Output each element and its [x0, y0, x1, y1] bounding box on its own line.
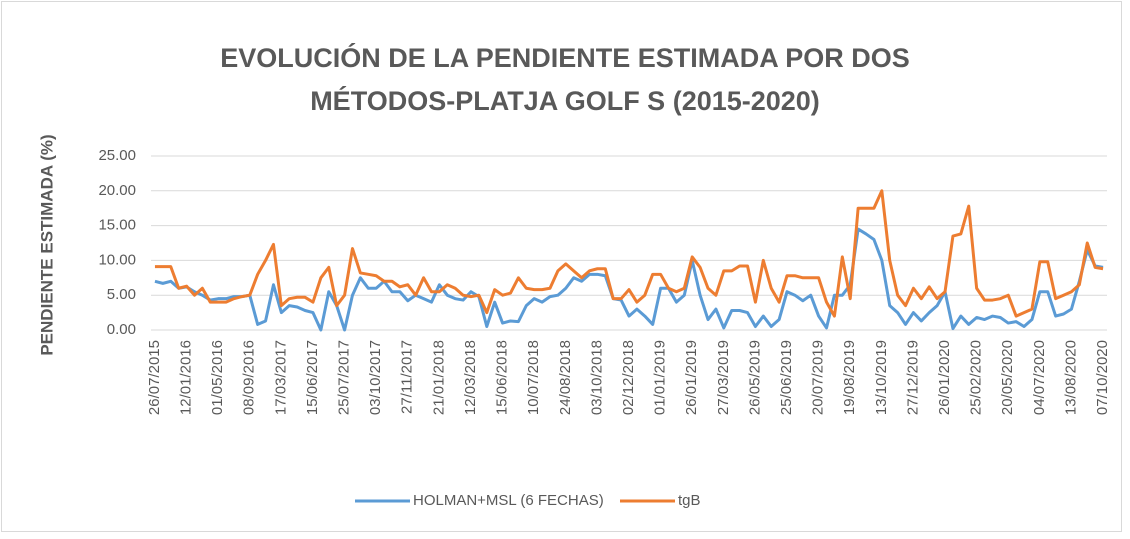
- x-tick-label: 03/10/2017: [367, 340, 384, 415]
- y-tick-label: 25.00: [98, 147, 136, 164]
- legend-label: HOLMAN+MSL (6 FECHAS): [413, 492, 604, 509]
- x-tick-label: 17/03/2017: [272, 340, 289, 415]
- y-tick-label: 10.00: [98, 251, 136, 268]
- y-tick-label: 15.00: [98, 217, 136, 234]
- y-axis-label: PENDIENTE ESTIMADA (%): [37, 134, 56, 355]
- x-tick-label: 12/01/2016: [178, 340, 195, 415]
- x-tick-label: 26/05/2019: [746, 340, 763, 415]
- x-tick-label: 15/06/2018: [494, 340, 511, 415]
- x-tick-label: 27/11/2017: [399, 340, 416, 414]
- y-tick-label: 5.00: [107, 286, 136, 303]
- x-tick-label: 25/07/2017: [336, 340, 353, 415]
- x-tick-label: 19/08/2019: [841, 340, 858, 415]
- y-tick-label: 20.00: [98, 182, 136, 199]
- x-tick-label: 15/06/2017: [304, 340, 321, 415]
- x-tick-label: 12/03/2018: [462, 340, 479, 415]
- x-tick-label: 01/01/2019: [652, 340, 669, 415]
- y-tick-label: 0.00: [107, 321, 136, 338]
- x-tick-label: 24/08/2018: [557, 340, 574, 415]
- chart-title: EVOLUCIÓN DE LA PENDIENTE ESTIMADA POR D…: [220, 42, 910, 73]
- x-tick-label: 01/05/2016: [209, 340, 226, 415]
- x-tick-label: 20/05/2020: [999, 340, 1016, 415]
- x-tick-label: 26/01/2020: [936, 340, 953, 415]
- x-tick-label: 02/12/2018: [620, 340, 637, 415]
- x-tick-label: 08/09/2016: [241, 340, 258, 415]
- data-line: [154, 189, 1104, 318]
- x-tick-label: 25/06/2019: [778, 340, 795, 415]
- chart-title: MÉTODOS-PLATJA GOLF S (2015-2020): [310, 85, 820, 116]
- x-tick-label: 27/03/2019: [715, 340, 732, 415]
- x-tick-label: 25/02/2020: [968, 340, 985, 415]
- x-tick-label: 04/07/2020: [1031, 340, 1048, 415]
- x-tick-label: 10/07/2018: [525, 340, 542, 415]
- x-tick-label: 13/10/2019: [873, 340, 890, 415]
- x-tick-label: 20/07/2019: [810, 340, 827, 415]
- x-tick-label: 26/01/2019: [683, 340, 700, 415]
- x-tick-label: 27/12/2019: [904, 340, 921, 415]
- x-tick-label: 26/07/2015: [146, 340, 163, 415]
- x-tick-label: 13/08/2020: [1062, 340, 1079, 415]
- legend-label: tgB: [678, 492, 701, 509]
- x-tick-label: 07/10/2020: [1094, 340, 1111, 415]
- x-tick-label: 21/01/2018: [430, 340, 447, 415]
- x-tick-label: 03/10/2018: [588, 340, 605, 415]
